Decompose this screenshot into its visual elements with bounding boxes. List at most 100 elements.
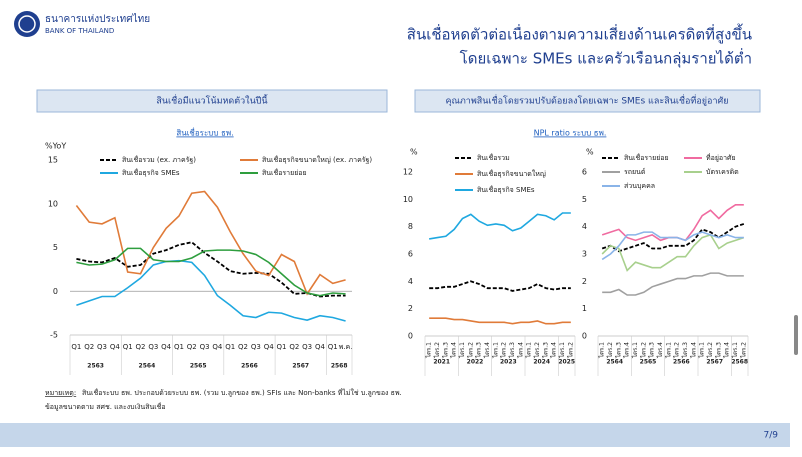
y-tick-label: 2 <box>582 277 587 286</box>
y-tick-label: 12 <box>403 168 413 177</box>
x-group-label: 2566 <box>241 363 258 370</box>
x-tick-label: ไตร.2 <box>566 342 574 359</box>
y-tick-label: 5 <box>582 195 587 204</box>
footnote: สินเชื่อระบบ ธพ. ประกอบด้วยระบบ ธพ. (รวม… <box>82 388 402 397</box>
chart-title: สินเชื่อระบบ ธพ. <box>176 127 233 138</box>
scrollbar[interactable] <box>794 315 798 355</box>
x-tick-label: ไตร.1 <box>731 342 739 359</box>
x-tick-label: ไตร.2 <box>466 342 474 359</box>
legend-label: สินเชื่อธุรกิจขนาดใหญ่ <box>477 169 546 178</box>
slide-title: โดยเฉพาะ SMEs และครัวเรือนกลุ่มรายได้ต่ำ <box>460 48 752 69</box>
y-tick-label: 10 <box>403 195 413 204</box>
x-tick-label: ไตร.2 <box>606 342 614 359</box>
footer-bar <box>0 423 790 447</box>
x-tick-label: Q1 <box>225 343 235 351</box>
x-tick-label: ไตร.1 <box>598 342 606 359</box>
y-tick-label: 6 <box>408 250 413 259</box>
x-tick-label: ไตร.3 <box>714 342 722 359</box>
series-line <box>429 317 571 325</box>
x-tick-label: ไตร.4 <box>689 342 697 359</box>
x-tick-label: ไตร.1 <box>558 342 566 359</box>
x-tick-label: ไตร.4 <box>550 342 558 359</box>
y-axis-label: % <box>410 148 418 157</box>
legend-label: สินเชื่อรวม <box>477 153 510 162</box>
x-tick-label: ไตร.2 <box>500 342 508 359</box>
page-number: 7/9 <box>764 431 779 441</box>
y-tick-label: 6 <box>582 168 587 177</box>
y-tick-label: -5 <box>50 331 58 340</box>
x-tick-label: Q3 <box>302 343 312 351</box>
legend-label: สินเชื่อรวม (ex. ภาครัฐ) <box>122 155 196 164</box>
series-line <box>76 259 346 322</box>
y-tick-label: 15 <box>48 156 58 165</box>
x-tick-label: ไตร.3 <box>681 342 689 359</box>
series-line <box>602 272 744 296</box>
x-tick-label: Q3 <box>148 343 158 351</box>
series-line <box>429 212 571 240</box>
panel-header-box <box>414 89 761 113</box>
x-tick-label: ไตร.1 <box>664 342 672 359</box>
x-group-label: 2022 <box>467 359 484 366</box>
x-group-label: 2565 <box>190 363 207 370</box>
x-group-label: 2564 <box>606 359 623 366</box>
footnote-label: หมายเหตุ: <box>45 389 76 397</box>
panel-header: คุณภาพสินเชื่อโดยรวมปรับด้อยลงโดยเฉพาะ S… <box>446 94 729 107</box>
x-tick-label: ไตร.4 <box>656 342 664 359</box>
x-tick-label: Q1 <box>71 343 81 351</box>
panel-header: สินเชื่อมีแนวโน้มหดตัวในปีนี้ <box>156 94 268 107</box>
x-tick-label: Q1 <box>123 343 133 351</box>
x-tick-label: ไตร.1 <box>458 342 466 359</box>
x-group-label: 2565 <box>640 359 657 366</box>
x-tick-label: Q4 <box>212 343 223 351</box>
x-tick-label: Q4 <box>264 343 275 351</box>
legend-label: รถยนต์ <box>624 168 646 176</box>
x-tick-label: Q1 <box>174 343 184 351</box>
x-tick-label: ไตร.1 <box>491 342 499 359</box>
legend-label: สินเชื่อธุรกิจขนาดใหญ่ (ex. ภาครัฐ) <box>262 155 372 164</box>
series-line <box>76 247 346 297</box>
x-group-label: 2567 <box>292 363 309 370</box>
legend-label: ที่อยู่อาศัย <box>706 153 736 162</box>
panel-header-box <box>36 89 388 113</box>
legend-label: สินเชื่อธุรกิจ SMEs <box>122 168 180 177</box>
x-tick-label: Q2 <box>84 343 94 351</box>
series-line <box>601 231 744 261</box>
x-tick-label: Q3 <box>251 343 261 351</box>
y-tick-label: 10 <box>48 199 58 208</box>
x-group-label: 2025 <box>558 359 575 366</box>
legend-label: ส่วนบุคคล <box>624 182 655 190</box>
x-tick-label: พ.ค. <box>339 343 353 351</box>
x-tick-label: Q2 <box>289 343 299 351</box>
x-group-label: 2563 <box>87 363 104 370</box>
footnote: ข้อมูลขนาดตาม สศช. และงบเงินสินเชื่อ <box>45 402 166 411</box>
series-line <box>429 280 571 292</box>
y-tick-label: 4 <box>582 222 587 231</box>
x-tick-label: ไตร.4 <box>623 342 631 359</box>
logo-en: BANK OF THAILAND <box>45 27 114 35</box>
x-tick-label: ไตร.4 <box>450 342 458 359</box>
x-tick-label: Q4 <box>161 343 172 351</box>
x-tick-label: ไตร.2 <box>706 342 714 359</box>
y-tick-label: 0 <box>53 287 58 296</box>
x-tick-label: Q2 <box>187 343 197 351</box>
x-tick-label: Q2 <box>238 343 248 351</box>
x-tick-label: Q1 <box>328 343 338 351</box>
x-tick-label: ไตร.1 <box>698 342 706 359</box>
x-group-label: 2567 <box>706 359 723 366</box>
y-axis-label: %YoY <box>45 142 66 151</box>
slide-title: สินเชื่อหดตัวต่อเนื่องตามความเสี่ยงด้านเ… <box>407 24 752 44</box>
x-tick-label: Q3 <box>200 343 210 351</box>
x-tick-label: ไตร.2 <box>639 342 647 359</box>
x-tick-label: ไตร.3 <box>614 342 622 359</box>
x-group-label: 2023 <box>500 359 517 366</box>
x-tick-label: ไตร.4 <box>483 342 491 359</box>
legend-label: สินเชื่อรายย่อย <box>624 153 669 162</box>
y-tick-label: 2 <box>408 304 413 313</box>
x-tick-label: ไตร.4 <box>516 342 524 359</box>
legend-label: สินเชื่อธุรกิจ SMEs <box>477 185 535 194</box>
y-tick-label: 0 <box>582 332 587 341</box>
x-tick-label: Q4 <box>110 343 121 351</box>
x-tick-label: ไตร.1 <box>425 342 433 359</box>
x-tick-label: ไตร.2 <box>433 342 441 359</box>
